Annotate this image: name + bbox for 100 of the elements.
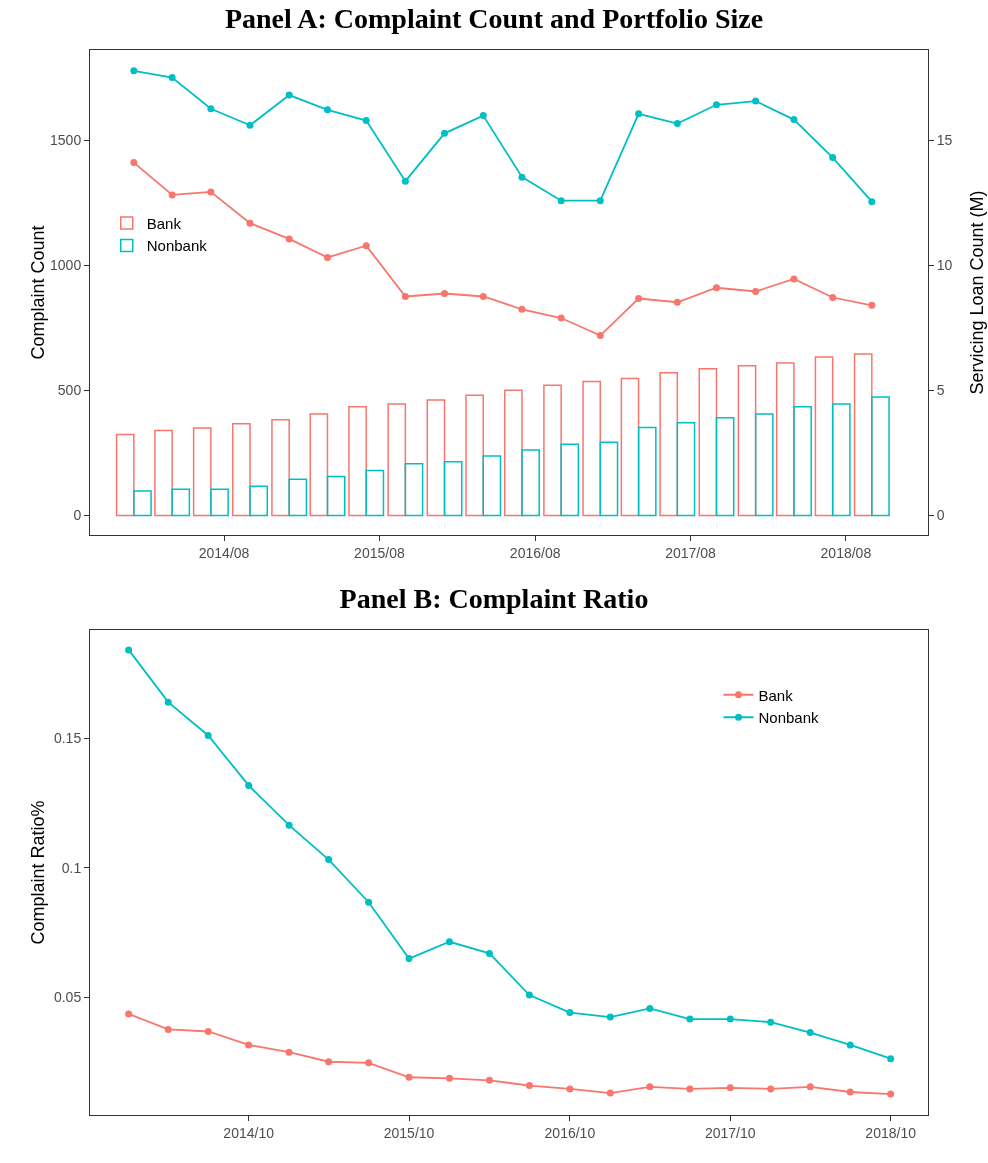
- y-tick-label: 500: [57, 382, 82, 399]
- point: [362, 242, 370, 250]
- point: [686, 1085, 694, 1093]
- legend-label: Nonbank: [758, 709, 820, 727]
- x-tick-label: 2014/08: [198, 544, 250, 561]
- bar: [210, 488, 229, 517]
- point: [130, 159, 138, 167]
- bar: [793, 406, 812, 517]
- point: [164, 698, 172, 706]
- legend-label: Nonbank: [146, 237, 208, 255]
- point: [164, 1025, 172, 1033]
- y2-axis-title: Servicing Loan Count (M): [967, 190, 987, 395]
- point: [323, 253, 331, 261]
- point: [566, 1009, 574, 1017]
- point: [806, 1083, 814, 1091]
- point: [485, 1076, 493, 1084]
- point: [635, 295, 643, 303]
- bar: [133, 490, 152, 517]
- point: [635, 110, 643, 118]
- point: [323, 106, 331, 114]
- bar: [171, 488, 191, 517]
- bar: [599, 441, 619, 517]
- point: [401, 293, 409, 300]
- point: [596, 197, 604, 205]
- point: [285, 91, 293, 99]
- point: [445, 1074, 453, 1082]
- point: [245, 1041, 253, 1049]
- y-tick-label: 0: [73, 507, 82, 524]
- point: [557, 197, 565, 205]
- bar: [831, 403, 851, 517]
- point: [646, 1083, 654, 1091]
- bar: [560, 443, 580, 517]
- point: [673, 298, 681, 306]
- point: [829, 154, 837, 162]
- x-tick-label: 2015/10: [383, 1124, 435, 1141]
- x-tick-label: 2017/10: [704, 1124, 756, 1141]
- point: [646, 1004, 654, 1012]
- point: [130, 67, 138, 75]
- point: [846, 1041, 854, 1049]
- point: [245, 781, 253, 789]
- y-tick-label: 0.15: [53, 730, 82, 747]
- point: [606, 1013, 614, 1021]
- y-tick-label: 1500: [50, 131, 82, 148]
- point: [168, 74, 176, 82]
- y-tick-label: 1000: [50, 257, 82, 274]
- point: [365, 898, 373, 906]
- point: [479, 293, 487, 300]
- point: [525, 1082, 533, 1090]
- y-axis-title: Complaint Ratio%: [28, 800, 48, 945]
- x-tick-label: 2016/08: [509, 544, 561, 561]
- y-tick-label: 0.05: [53, 989, 82, 1006]
- point: [125, 646, 133, 654]
- point: [712, 284, 720, 292]
- bar: [404, 462, 424, 517]
- point: [868, 301, 876, 309]
- point: [405, 1073, 413, 1081]
- x-tick-label: 2016/10: [544, 1124, 596, 1141]
- point: [525, 991, 533, 999]
- point: [285, 235, 293, 243]
- point: [566, 1085, 574, 1093]
- point: [204, 1028, 212, 1035]
- x-tick-label: 2015/08: [354, 544, 405, 561]
- point: [479, 112, 487, 120]
- point: [168, 191, 176, 199]
- bar: [754, 413, 774, 517]
- point: [362, 117, 370, 125]
- point: [246, 121, 254, 129]
- point: [207, 188, 215, 196]
- point: [752, 97, 760, 105]
- point: [887, 1055, 895, 1063]
- point: [246, 219, 254, 227]
- y2-tick-label: 5: [936, 382, 945, 399]
- point: [405, 955, 413, 963]
- point: [712, 101, 720, 109]
- point: [557, 314, 565, 322]
- bar: [637, 426, 657, 517]
- x-tick-label: 2018/10: [865, 1124, 917, 1141]
- point: [325, 856, 333, 864]
- y2-tick-label: 10: [936, 257, 953, 274]
- point: [445, 938, 453, 946]
- point: [596, 332, 604, 340]
- point: [285, 1048, 293, 1056]
- point: [518, 305, 526, 313]
- point: [767, 1085, 775, 1093]
- point: [207, 105, 215, 113]
- point: [752, 288, 760, 295]
- point: [806, 1029, 814, 1037]
- point: [887, 1090, 895, 1098]
- legend-label: Bank: [758, 686, 794, 704]
- legend-label: Bank: [146, 214, 182, 232]
- bar: [715, 416, 735, 517]
- point: [846, 1088, 854, 1096]
- point: [767, 1018, 775, 1026]
- bar: [521, 449, 540, 517]
- point: [125, 1010, 133, 1018]
- bar: [443, 460, 463, 517]
- y-tick-label: 0.1: [61, 859, 82, 876]
- point: [518, 173, 526, 181]
- point: [686, 1015, 694, 1023]
- y2-tick-label: 0: [936, 507, 945, 524]
